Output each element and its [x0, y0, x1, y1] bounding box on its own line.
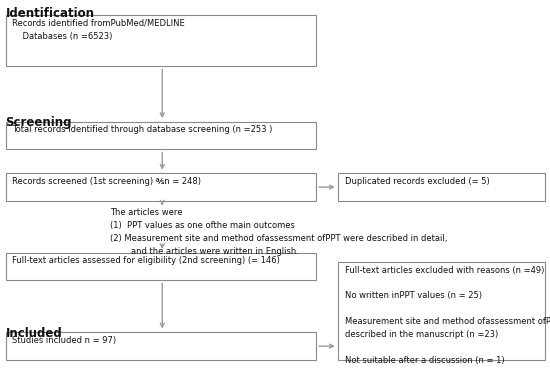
Text: Records identified fromPubMed/MEDLINE
    Databases (n =6523): Records identified fromPubMed/MEDLINE Da… [12, 18, 185, 41]
Text: Total records identified through database screening (n =253 ): Total records identified through databas… [12, 125, 272, 134]
FancyBboxPatch shape [6, 332, 316, 360]
Text: Full-text articles assessed for eligibility (2nd screening) (= 146): Full-text articles assessed for eligibil… [12, 256, 280, 265]
FancyBboxPatch shape [338, 173, 544, 201]
Text: Studies included n = 97): Studies included n = 97) [12, 336, 116, 345]
FancyBboxPatch shape [6, 253, 316, 280]
Text: Records screened (1st screening) ℁n = 248): Records screened (1st screening) ℁n = 24… [12, 177, 201, 186]
FancyBboxPatch shape [6, 173, 316, 201]
Text: Identification: Identification [6, 7, 95, 20]
Text: Duplicated records excluded (= 5): Duplicated records excluded (= 5) [345, 177, 490, 186]
Text: Full-text articles excluded with reasons (n =49)

No written inPPT values (n = 2: Full-text articles excluded with reasons… [345, 266, 550, 365]
Text: The articles were
(1)  PPT values as one ofthe main outcomes
(2) Measurement sit: The articles were (1) PPT values as one … [110, 208, 447, 256]
FancyBboxPatch shape [338, 262, 544, 360]
Text: Screening: Screening [6, 116, 72, 129]
FancyBboxPatch shape [6, 15, 316, 66]
Text: Included: Included [6, 327, 62, 339]
FancyBboxPatch shape [6, 122, 316, 149]
